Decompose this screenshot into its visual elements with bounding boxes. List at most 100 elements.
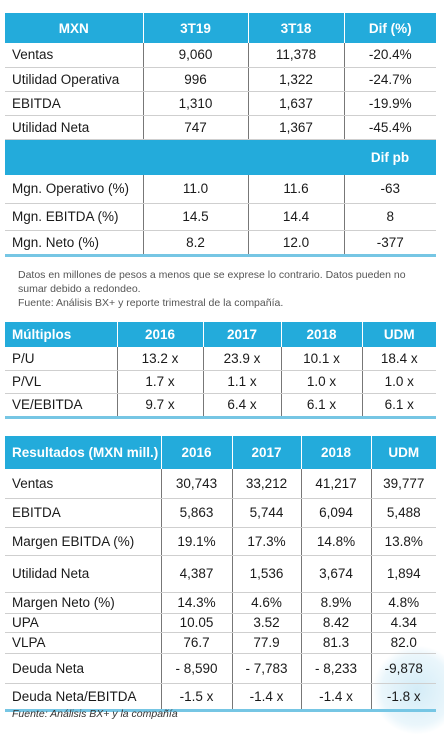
cell: 9,060 — [142, 43, 248, 68]
table-row: Mgn. Neto (%) 8.2 12.0 -377 — [5, 230, 436, 257]
cell: 11.0 — [142, 175, 248, 204]
table-row: Mgn. EBITDA (%) 14.5 14.4 8 — [5, 203, 436, 231]
col-header: 3T18 — [247, 13, 344, 43]
row-label: EBITDA — [5, 498, 161, 528]
cell: 9.7 x — [116, 393, 203, 419]
table-row: Margen EBITDA (%) 19.1% 17.3% 14.8% 13.8… — [5, 527, 436, 556]
table-row: VLPA 76.7 77.9 81.3 82.0 — [5, 632, 436, 654]
cell: 1.0 x — [280, 370, 362, 394]
row-label: Margen EBITDA (%) — [5, 527, 161, 556]
cell: - 8,590 — [160, 653, 232, 684]
cell: -24.7% — [343, 67, 436, 92]
subheader-row: Dif pb — [5, 139, 436, 175]
table-row: Utilidad Neta 4,387 1,536 3,674 1,894 — [5, 555, 436, 593]
cell: 8.9% — [300, 592, 371, 614]
row-label: Utilidad Operativa — [5, 67, 143, 92]
cell: -9,878 — [370, 653, 436, 684]
cell: 41,217 — [300, 469, 371, 499]
cell: 1.0 x — [361, 370, 436, 394]
subheader-blank — [248, 139, 344, 175]
cell: 3.52 — [231, 613, 301, 633]
col-header: UDM — [361, 322, 436, 347]
col-header: UDM — [370, 436, 436, 469]
table-row: Utilidad Neta 747 1,367 -45.4% — [5, 115, 436, 140]
cell: 747 — [142, 115, 248, 140]
cell: 10.05 — [160, 613, 232, 633]
cell: -20.4% — [343, 43, 436, 68]
cell: 12.0 — [247, 230, 344, 257]
cell: 996 — [142, 67, 248, 92]
results-header-row: Resultados (MXN mill.) 2016 2017 2018 UD… — [5, 436, 436, 469]
col-header: 2017 — [202, 322, 281, 347]
cell: - 7,783 — [231, 653, 301, 684]
cell: 1,894 — [370, 555, 436, 593]
summary-table: MXN 3T19 3T18 Dif (%) Ventas 9,060 11,37… — [5, 13, 436, 257]
cell: -63 — [343, 175, 436, 204]
cell: - 8,233 — [300, 653, 371, 684]
row-label: Deuda Neta — [5, 653, 161, 684]
cell: 81.3 — [300, 632, 371, 654]
note-line: Datos en millones de pesos a menos que s… — [18, 269, 406, 295]
cell: 5,488 — [370, 498, 436, 528]
cell: 14.8% — [300, 527, 371, 556]
table-row: Ventas 30,743 33,212 41,217 39,777 — [5, 469, 436, 499]
cell: 6.1 x — [361, 393, 436, 419]
cell: 1.1 x — [202, 370, 281, 394]
row-label: VLPA — [5, 632, 161, 654]
cell: 6.4 x — [202, 393, 281, 419]
cell: 6.1 x — [280, 393, 362, 419]
row-label: Margen Neto (%) — [5, 592, 161, 614]
table-row: Margen Neto (%) 14.3% 4.6% 8.9% 4.8% — [5, 592, 436, 614]
row-label: Utilidad Neta — [5, 555, 161, 593]
cell: 1,322 — [247, 67, 344, 92]
table-row: EBITDA 1,310 1,637 -19.9% — [5, 91, 436, 116]
multiples-header-row: Múltiplos 2016 2017 2018 UDM — [5, 322, 436, 347]
table-row: Ventas 9,060 11,378 -20.4% — [5, 43, 436, 68]
cell: -1.4 x — [300, 683, 371, 712]
subheader-blank — [5, 139, 143, 175]
row-label: EBITDA — [5, 91, 143, 116]
col-header: Dif (%) — [343, 13, 436, 43]
subheader-blank — [143, 139, 248, 175]
cell: 11,378 — [247, 43, 344, 68]
cell: 23.9 x — [202, 347, 281, 371]
cell: 13.8% — [370, 527, 436, 556]
cell: 10.1 x — [280, 347, 362, 371]
cell: 30,743 — [160, 469, 232, 499]
cell: 76.7 — [160, 632, 232, 654]
row-label: UPA — [5, 613, 161, 633]
row-label: Mgn. Operativo (%) — [5, 175, 143, 204]
results-table: Resultados (MXN mill.) 2016 2017 2018 UD… — [5, 436, 436, 712]
cell: 1,367 — [247, 115, 344, 140]
cell: 14.4 — [247, 203, 344, 231]
cell: 18.4 x — [361, 347, 436, 371]
row-label: Deuda Neta/EBITDA — [5, 683, 161, 712]
col-header: 2018 — [280, 322, 362, 347]
summary-header-row: MXN 3T19 3T18 Dif (%) — [5, 13, 436, 43]
data-note: Datos en millones de pesos a menos que s… — [18, 268, 428, 310]
source-footer: Fuente: Análisis BX+ y la compañía — [12, 708, 178, 720]
col-header: Múltiplos — [5, 322, 117, 347]
cell: 11.6 — [247, 175, 344, 204]
col-header: 2016 — [160, 436, 232, 469]
cell: 5,863 — [160, 498, 232, 528]
row-label: Ventas — [5, 43, 143, 68]
cell: 33,212 — [231, 469, 301, 499]
cell: 4,387 — [160, 555, 232, 593]
row-label: P/U — [5, 347, 117, 371]
row-label: VE/EBITDA — [5, 393, 117, 419]
cell: 13.2 x — [116, 347, 203, 371]
cell: 8.2 — [142, 230, 248, 257]
cell: 6,094 — [300, 498, 371, 528]
table-row: Utilidad Operativa 996 1,322 -24.7% — [5, 67, 436, 92]
table-row: P/VL 1.7 x 1.1 x 1.0 x 1.0 x — [5, 370, 436, 394]
cell: 4.8% — [370, 592, 436, 614]
row-label: Utilidad Neta — [5, 115, 143, 140]
col-header: 2017 — [231, 436, 301, 469]
cell: 5,744 — [231, 498, 301, 528]
row-label: Ventas — [5, 469, 161, 499]
cell: -377 — [343, 230, 436, 257]
cell: 8 — [343, 203, 436, 231]
row-label: P/VL — [5, 370, 117, 394]
cell: 19.1% — [160, 527, 232, 556]
